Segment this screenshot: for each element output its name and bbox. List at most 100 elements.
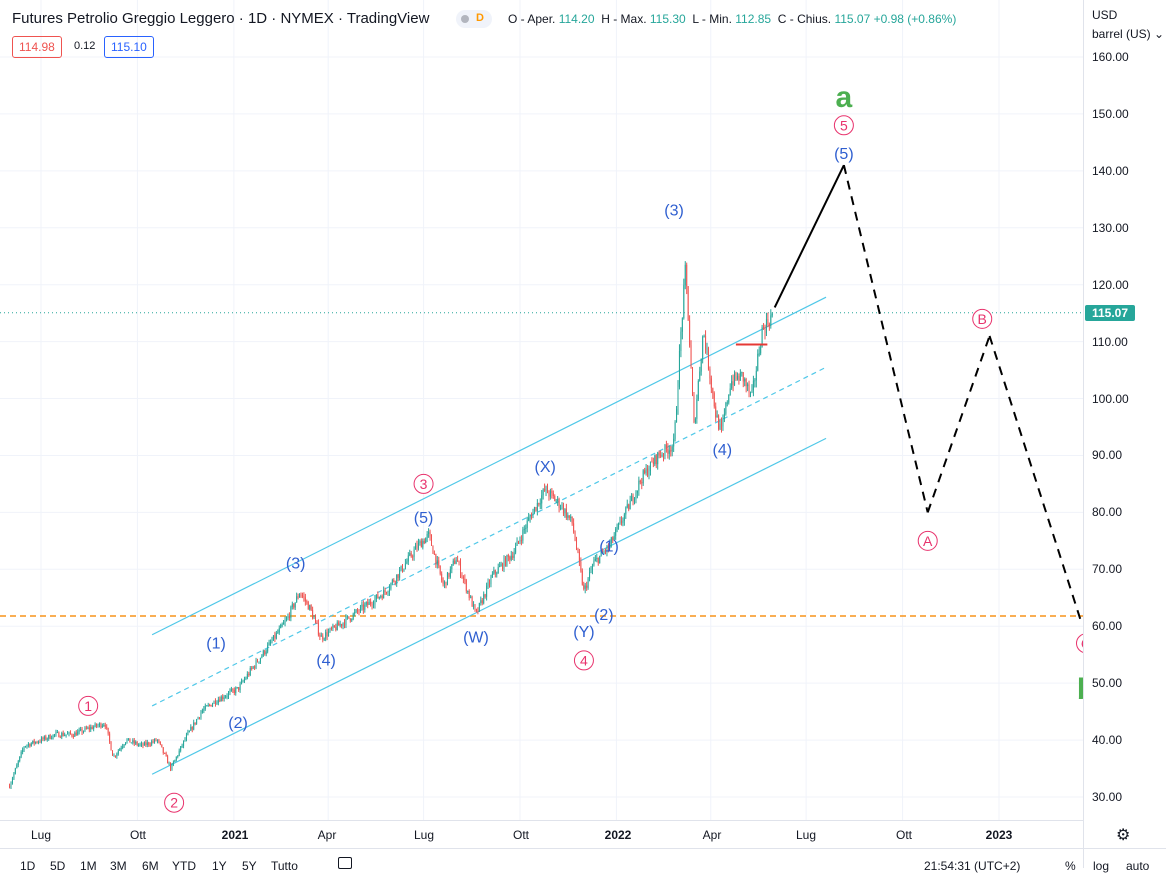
candle-body — [620, 520, 622, 523]
candle-body — [175, 756, 177, 760]
chart-area[interactable]: 1 2 (1) (2) (3) (4) (5) 3 (W) (X) (Y) 4 (1) (2) (3) (4)… — [0, 0, 1096, 820]
wave-label-circle — [573, 650, 594, 671]
candle-body — [625, 507, 627, 515]
candle-body — [191, 726, 193, 730]
candle-body — [596, 557, 598, 559]
time-tick-label: Ott — [895, 828, 913, 842]
unit-label[interactable]: barrel (US) ⌄ — [1092, 27, 1164, 41]
candle-body — [655, 455, 657, 465]
candle-body — [45, 736, 47, 740]
candle-body — [539, 503, 541, 505]
auto-toggle[interactable]: auto — [1126, 859, 1150, 873]
candle-body — [13, 773, 15, 779]
candle-body — [272, 635, 274, 641]
candle-body — [486, 585, 488, 597]
candle-body — [497, 567, 499, 574]
clock-display[interactable]: 21:54:31 (UTC+2) — [924, 859, 1021, 873]
candle-body — [428, 531, 430, 534]
candle-body — [85, 727, 87, 729]
candle-body — [325, 632, 327, 639]
candle-body — [629, 500, 631, 510]
candle-body — [239, 683, 241, 691]
candle-body — [528, 517, 530, 521]
range-button[interactable]: YTD — [172, 859, 196, 873]
price-tick-label: 90.00 — [1092, 448, 1123, 463]
percent-toggle[interactable]: % — [1065, 859, 1076, 873]
range-button[interactable]: 5Y — [242, 859, 257, 873]
log-toggle[interactable]: log — [1093, 859, 1110, 873]
candle-body — [72, 735, 74, 737]
candle-body — [626, 504, 628, 508]
candle-body — [580, 561, 582, 571]
candle-body — [300, 594, 302, 596]
price-tick-label: 60.00 — [1092, 619, 1123, 634]
candle-body — [510, 555, 512, 560]
candle-body — [610, 537, 612, 544]
sell-price-box[interactable]: 114.98 — [12, 36, 62, 58]
currency-label[interactable]: USD — [1092, 8, 1118, 22]
candle-body — [161, 744, 163, 748]
candle-body — [420, 541, 422, 548]
candle-body — [439, 565, 441, 574]
candle-body — [109, 733, 111, 742]
candle-body — [715, 406, 717, 418]
settings-gear-icon[interactable]: ⚙ — [1116, 827, 1131, 844]
candle-body — [270, 642, 272, 644]
candle-body — [203, 708, 205, 711]
range-button[interactable]: 6M — [142, 859, 159, 873]
range-button[interactable]: 1M — [80, 859, 97, 873]
current-price-tag: 115.07 — [1085, 304, 1135, 321]
range-button[interactable]: Tutto — [271, 859, 298, 873]
candle-body — [425, 537, 427, 544]
candle-body — [587, 578, 589, 588]
range-button[interactable]: 3M — [110, 859, 127, 873]
range-button[interactable]: 1D — [20, 859, 36, 873]
candle-body — [139, 744, 141, 746]
candle-body — [589, 572, 591, 579]
wave-label-text: 3 — [420, 476, 428, 492]
calendar-icon[interactable] — [338, 857, 352, 869]
candle-body — [296, 596, 298, 603]
candle-body — [52, 734, 54, 739]
candle-body — [220, 696, 222, 702]
candle-body — [336, 622, 338, 631]
range-button[interactable]: 1Y — [212, 859, 227, 873]
candle-body — [38, 741, 40, 743]
low-value: 112.85 — [735, 12, 772, 26]
candle-body — [676, 408, 678, 423]
candle-body — [681, 318, 683, 332]
candle-body — [602, 551, 604, 553]
candle-body — [732, 381, 734, 385]
candle-body — [642, 470, 644, 484]
candle-body — [613, 535, 615, 541]
candle-body — [110, 741, 112, 751]
range-button[interactable]: 5D — [50, 859, 66, 873]
candle-body — [222, 696, 224, 699]
time-axis[interactable]: Lug Ott 2021 Apr Lug Ott 2022 Apr Lug Ott 2023 ⚙ — [0, 820, 1130, 849]
candle-body — [168, 763, 170, 765]
candle-body — [149, 744, 151, 746]
candle-body — [126, 739, 128, 743]
candle-body — [397, 574, 399, 578]
candle-body — [11, 778, 13, 783]
time-tick-label: Apr — [702, 828, 722, 842]
bottom-toolbar: 1D 5D 1M 3M 6M YTD 1Y 5Y Tutto 21:54:31 (UTC+2) … — [0, 848, 1166, 873]
candle-body — [728, 394, 730, 403]
candle-body — [446, 572, 448, 586]
candle-body — [689, 320, 691, 346]
candle-body — [80, 729, 82, 731]
candle-body — [159, 741, 161, 745]
candle-body — [658, 452, 660, 456]
change-value: +0.98 (+0.86%) — [873, 12, 957, 26]
candle-body — [77, 731, 79, 736]
wave-label-circle — [164, 792, 185, 813]
candle-body — [94, 723, 96, 727]
buy-price-box[interactable]: 115.10 — [104, 36, 154, 58]
candle-body — [719, 423, 721, 430]
candle-body — [509, 556, 511, 560]
candle-body — [199, 717, 201, 719]
price-chart[interactable]: 1 2 (1) (2) (3) (4) (5) 3 (W) (X) (Y) 4 (1) (2) (3) (4)… — [0, 0, 1096, 820]
price-axis[interactable]: USD barrel (US) ⌄ 160.00 150.00 140.00 130.… — [1083, 0, 1166, 868]
candle-body — [538, 503, 540, 505]
symbol-title[interactable]: Futures Petrolio Greggio Leggero · 1D · … — [12, 10, 430, 27]
